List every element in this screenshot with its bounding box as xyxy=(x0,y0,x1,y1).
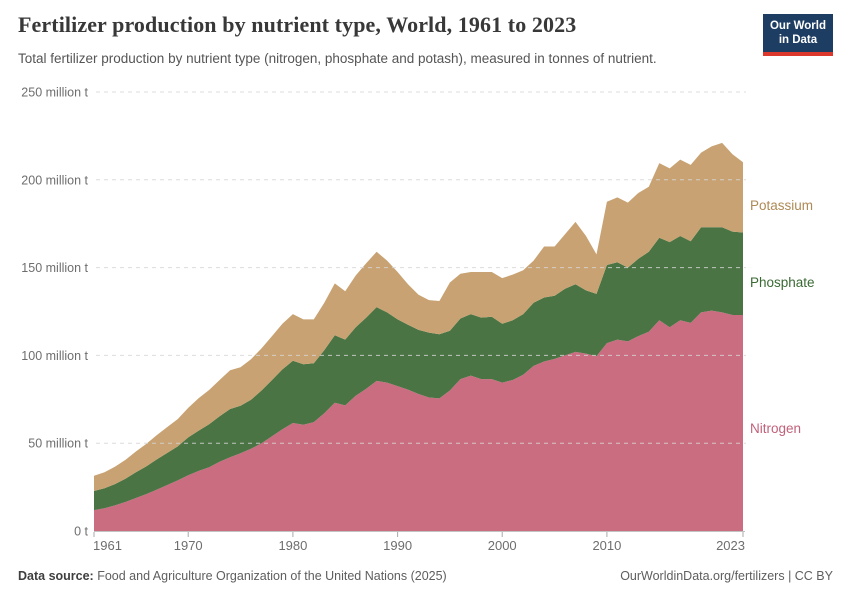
data-source: Data source: Food and Agriculture Organi… xyxy=(18,569,447,583)
x-axis-label-1970: 1970 xyxy=(174,538,203,553)
x-axis-label-1961: 1961 xyxy=(93,538,122,553)
chart-subtitle: Total fertilizer production by nutrient … xyxy=(18,51,657,66)
page-title: Fertilizer production by nutrient type, … xyxy=(18,12,577,37)
legend-label-potassium: Potassium xyxy=(750,198,814,213)
legend-label-phosphate: Phosphate xyxy=(750,275,815,290)
y-axis-label-0: 0 t xyxy=(74,525,88,539)
legend-label-nitrogen: Nitrogen xyxy=(750,421,802,436)
chart-footer: Data source: Food and Agriculture Organi… xyxy=(18,569,833,583)
x-axis-label-1990: 1990 xyxy=(383,538,412,553)
owid-logo: Our World in Data xyxy=(762,14,833,56)
y-axis-label-200: 200 million t xyxy=(21,173,88,187)
area-potassium xyxy=(94,142,743,491)
x-axis-label-2000: 2000 xyxy=(488,538,517,553)
owid-logo-line2: in Data xyxy=(778,34,818,47)
x-axis-label-2010: 2010 xyxy=(592,538,621,553)
data-source-label: Data source: xyxy=(18,569,94,583)
x-axis-label-1980: 1980 xyxy=(278,538,307,553)
x-axis-label-2023: 2023 xyxy=(716,538,745,553)
credit-link[interactable]: OurWorldinData.org/fertilizers | CC BY xyxy=(620,569,833,583)
area-nitrogen xyxy=(94,310,743,531)
owid-logo-line1: Our World xyxy=(769,20,826,32)
y-axis-label-100: 100 million t xyxy=(21,349,88,363)
y-axis-label-50: 50 million t xyxy=(28,437,88,451)
data-source-text: Food and Agriculture Organization of the… xyxy=(93,569,447,583)
y-axis-label-150: 150 million t xyxy=(21,261,88,275)
area-phosphate xyxy=(94,227,743,511)
y-axis-label-250: 250 million t xyxy=(21,86,88,100)
